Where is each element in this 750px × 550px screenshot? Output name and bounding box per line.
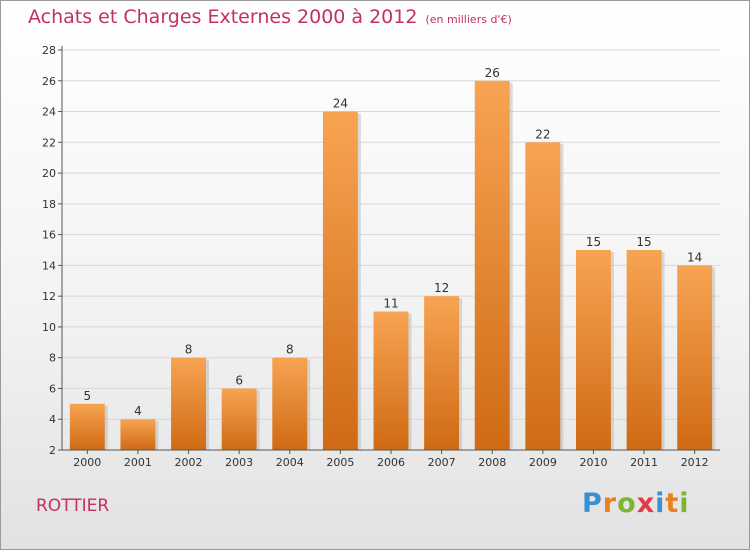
y-tick-label: 22 [42,136,56,149]
bar [373,311,409,450]
bar-value-label: 5 [83,389,91,403]
bar-value-label: 4 [134,404,142,418]
bar-value-label: 24 [333,97,348,111]
bar [626,250,662,450]
x-tick-label: 2007 [428,456,456,469]
chart-title: Achats et Charges Externes 2000 à 2012 (e… [28,6,512,28]
logo-letter: i [655,488,666,519]
x-tick-label: 2008 [478,456,506,469]
y-tick-label: 12 [42,290,56,303]
x-tick-label: 2001 [124,456,152,469]
y-tick-label: 18 [42,198,56,211]
bar [525,142,561,451]
x-tick-label: 2002 [175,456,203,469]
logo-letter: i [679,488,690,519]
bar [120,419,156,450]
x-tick-label: 2010 [579,456,607,469]
bar-value-label: 12 [434,281,449,295]
bar [474,80,510,451]
x-tick-label: 2012 [681,456,709,469]
x-tick-label: 2003 [225,456,253,469]
y-tick-label: 16 [42,229,56,242]
chart-title-main: Achats et Charges Externes 2000 à 2012 [28,6,418,28]
bar-value-label: 6 [235,373,243,387]
bar-value-label: 11 [383,297,398,311]
bar-value-label: 15 [636,235,651,249]
bar [424,296,460,450]
bar-value-label: 8 [185,343,193,357]
proxiti-logo[interactable]: Proxiti [582,488,690,519]
bar [322,111,358,451]
x-tick-label: 2000 [73,456,101,469]
y-tick-label: 20 [42,167,56,180]
y-tick-label: 10 [42,321,56,334]
bar [272,357,308,450]
logo-letter: t [665,488,680,519]
commune-name: ROTTIER [36,496,110,516]
y-tick-label: 4 [49,413,56,426]
x-tick-label: 2004 [276,456,304,469]
logo-letter: o [617,488,637,519]
bar [575,250,611,450]
y-tick-label: 28 [42,44,56,57]
bar-value-label: 15 [586,235,601,249]
x-tick-label: 2011 [630,456,658,469]
bar-value-label: 8 [286,343,294,357]
y-tick-label: 6 [49,382,56,395]
y-tick-label: 24 [42,106,56,119]
x-tick-label: 2006 [377,456,405,469]
y-tick-label: 2 [49,444,56,457]
logo-letter: P [582,488,603,519]
y-tick-label: 26 [42,75,56,88]
logo-letter: r [602,488,618,519]
x-tick-label: 2009 [529,456,557,469]
bar [171,357,207,450]
y-tick-label: 8 [49,352,56,365]
bar [221,388,257,450]
chart-title-unit: (en milliers d'€) [425,13,512,26]
bar [677,265,713,450]
bar [69,403,105,450]
y-tick-label: 14 [42,259,56,272]
bar-value-label: 26 [485,66,500,80]
logo-letter: x [636,488,656,519]
bar-value-label: 14 [687,250,702,264]
bar-value-label: 22 [535,127,550,141]
x-tick-label: 2005 [326,456,354,469]
